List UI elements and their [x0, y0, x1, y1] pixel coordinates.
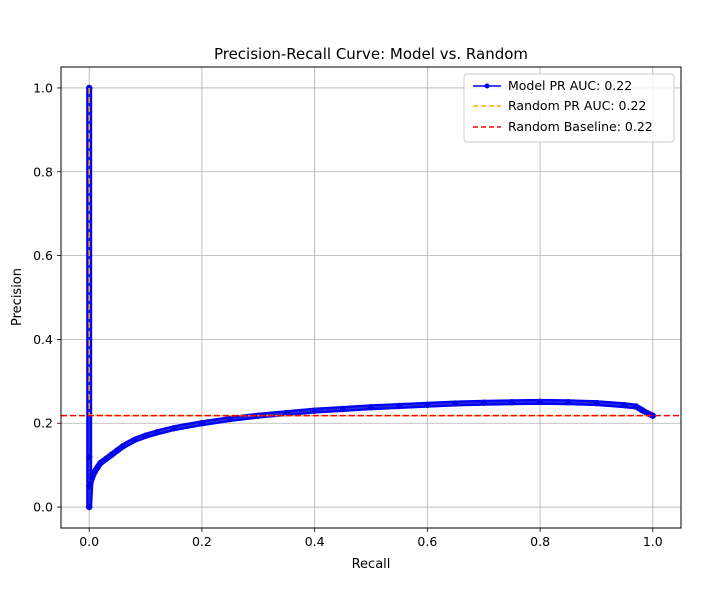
series-layer [61, 84, 681, 511]
model-pr-point [87, 480, 94, 488]
x-tick-label: 0.4 [305, 534, 325, 549]
x-axis-ticks: 0.0 0.2 0.4 0.6 0.8 1.0 [79, 528, 663, 549]
model-pr-point [621, 401, 628, 409]
model-pr-point [108, 451, 115, 458]
model-pr-point [565, 399, 572, 406]
model-pr-point [85, 503, 93, 511]
model-pr-point [97, 459, 104, 467]
model-pr-point [536, 398, 544, 406]
model-pr-point [102, 455, 110, 463]
model-pr-point [424, 401, 431, 409]
legend-marker-model [484, 83, 490, 89]
model-pr-point [198, 419, 206, 427]
chart-title: Precision-Recall Curve: Model vs. Random [214, 45, 528, 63]
model-pr-point [114, 447, 121, 454]
model-pr-point [367, 404, 375, 411]
model-pr-point [170, 425, 177, 432]
model-pr-point [119, 443, 127, 450]
x-axis-label: Recall [352, 557, 391, 572]
y-tick-label: 1.0 [33, 80, 53, 95]
model-pr-point [452, 400, 459, 407]
x-tick-label: 0.8 [530, 534, 550, 549]
model-pr-point [85, 453, 93, 461]
legend-label-baseline: Random Baseline: 0.22 [508, 119, 653, 134]
x-tick-label: 0.2 [192, 534, 212, 549]
y-tick-label: 0.0 [33, 500, 53, 515]
model-pr-point [142, 432, 149, 440]
model-pr-line-core [88, 87, 654, 508]
plot-frame [60, 66, 682, 529]
legend-box [463, 73, 675, 143]
model-pr-point [395, 402, 403, 410]
model-pr-line [86, 84, 656, 511]
legend-label-random: Random PR AUC: 0.22 [508, 98, 646, 113]
x-tick-label: 0.0 [79, 534, 99, 549]
legend-label-model: Model PR AUC: 0.22 [508, 78, 632, 93]
y-tick-label: 0.8 [33, 164, 53, 179]
model-pr-point [226, 415, 234, 423]
model-pr-point [88, 474, 96, 481]
model-pr-point [131, 436, 138, 444]
model-pr-point [311, 407, 318, 414]
grid-lines [61, 67, 681, 528]
model-pr-point [593, 399, 600, 407]
x-tick-label: 0.6 [417, 534, 437, 549]
model-pr-point [480, 399, 487, 406]
model-pr-point [153, 429, 161, 436]
y-axis-ticks: 0.0 0.2 0.4 0.6 0.8 1.0 [33, 80, 61, 515]
legend: Model PR AUC: 0.22 Random PR AUC: 0.22 R… [463, 73, 675, 143]
x-tick-label: 1.0 [643, 534, 663, 549]
model-pr-point [339, 405, 347, 413]
y-tick-label: 0.2 [33, 416, 53, 431]
model-pr-point [508, 399, 516, 406]
model-pr-point [632, 403, 640, 410]
model-pr-point [638, 406, 645, 414]
y-tick-label: 0.4 [33, 332, 53, 347]
y-tick-label: 0.6 [33, 248, 53, 263]
y-axis-label: Precision [10, 268, 25, 326]
